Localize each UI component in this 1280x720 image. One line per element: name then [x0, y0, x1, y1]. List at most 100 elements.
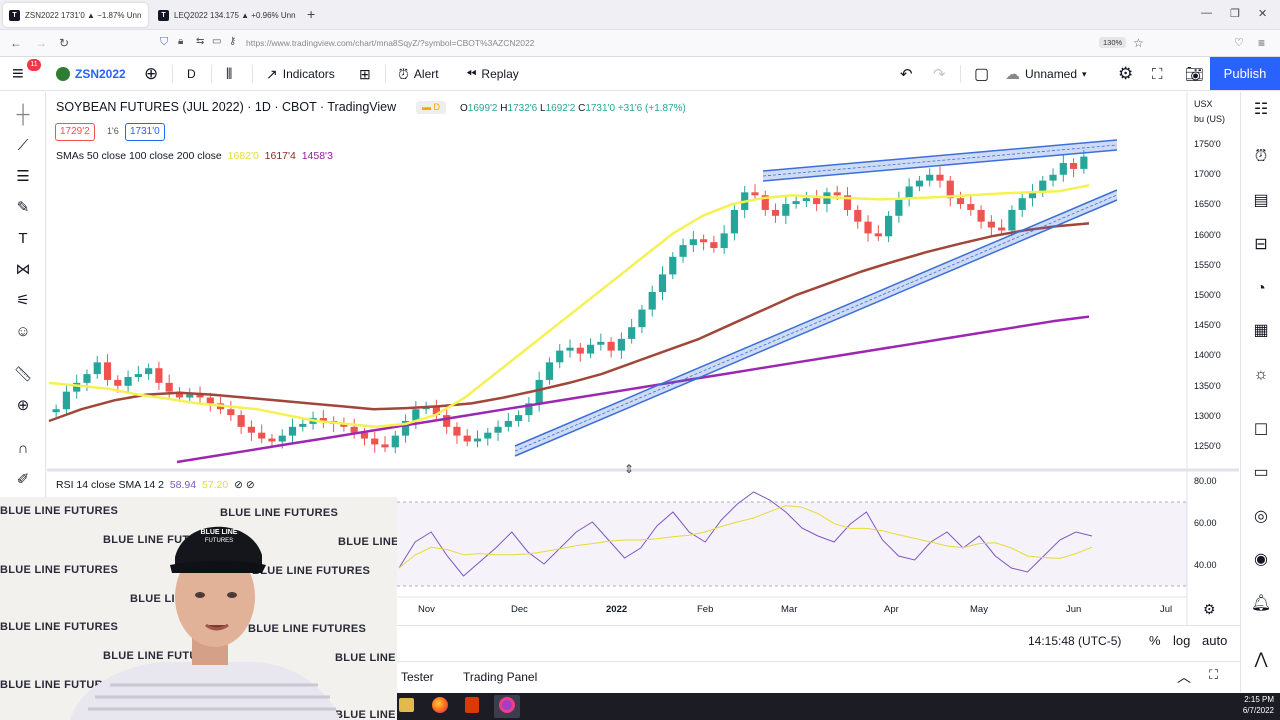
settings-gear-icon[interactable]: ⚙ [1118, 64, 1134, 83]
undo-icon[interactable]: ↶ [900, 66, 913, 83]
unit-label[interactable]: bu (US) [1194, 114, 1226, 124]
ask-price-button[interactable]: 1731'0 [125, 123, 165, 141]
pocket-icon[interactable]: ♡ [1234, 37, 1244, 49]
lock-icon[interactable]: 🔒︎ [178, 36, 184, 47]
hide-icon[interactable]: ⊘ [234, 479, 243, 491]
alerts-clock-icon[interactable]: ⏰︎ [1254, 148, 1268, 165]
collapse-panel-chevron-icon[interactable]: ︿ [1177, 669, 1191, 685]
taskbar-clock-time[interactable]: 2:15 PM [1244, 695, 1274, 704]
sma100-value: 1617'4 [264, 150, 296, 162]
browser-menu-icon[interactable]: ≡ [1258, 36, 1266, 50]
candle-body [432, 406, 440, 416]
log-scale-toggle[interactable]: log [1173, 633, 1191, 648]
currency-label[interactable]: USX [1194, 99, 1213, 109]
forward-arrow-icon[interactable]: → [35, 36, 47, 50]
bookmark-star-icon[interactable]: ☆ [1133, 36, 1144, 50]
auto-scale-toggle[interactable]: auto [1202, 633, 1228, 648]
maximize-panel-icon[interactable]: ⛶ [1209, 667, 1219, 682]
crosshair-icon[interactable]: ┼ [16, 104, 30, 124]
main-menu-icon[interactable]: ≡ [12, 62, 24, 85]
price-chart[interactable] [47, 92, 1239, 660]
brush-icon[interactable]: ✎ [16, 199, 30, 216]
strategy-tester-tab[interactable]: Tester [401, 670, 434, 684]
messages-icon[interactable]: ▭ [1253, 464, 1269, 481]
date-tick-label: May [970, 604, 988, 615]
layout-select-icon[interactable]: ▢ [974, 66, 990, 83]
hide-icon[interactable]: ⊘ [245, 479, 255, 491]
chart-sparkline-icon[interactable]: ⋀ [1254, 651, 1268, 668]
file-explorer-icon[interactable] [399, 698, 414, 712]
new-tab-plus-icon[interactable]: + [307, 6, 316, 22]
shield-icon[interactable]: ⛉ [160, 36, 169, 48]
rsi-tick-label: 40.00 [1194, 560, 1217, 570]
templates-grid-icon[interactable]: ⊞ [359, 65, 371, 82]
fib-retracement-icon[interactable]: ☰ [16, 168, 30, 185]
candle-body [926, 174, 934, 181]
broadcast-icon[interactable]: ◉ [1254, 551, 1268, 568]
candle-body [52, 409, 60, 413]
indicators-button[interactable]: ↗ Indicators [266, 57, 335, 91]
zoom-in-icon[interactable]: ⊕ [16, 397, 30, 414]
economic-calendar-icon[interactable]: ▦ [1253, 322, 1269, 339]
chart-top-toolbar: ≡ ZSN2022 ⊕ D ⫴ ↗ Indicators ⊞ ⏰︎ Alert … [0, 57, 1280, 91]
data-window-icon[interactable]: ▤ [1253, 192, 1269, 209]
clock-timezone[interactable]: 14:15:48 (UTC-5) [1028, 634, 1122, 648]
compare-add-icon[interactable]: ⊕ [144, 64, 159, 83]
candle-body [155, 368, 163, 383]
fullscreen-icon[interactable]: ⛶ [1152, 65, 1163, 83]
chats-icon[interactable]: ☐ [1253, 422, 1269, 439]
taskbar-clock-date[interactable]: 6/7/2022 [1242, 706, 1274, 715]
percent-scale-toggle[interactable]: % [1149, 633, 1161, 648]
pattern-icon[interactable]: ⋈ [15, 261, 31, 278]
browser-tab-zsn2022[interactable]: T ZSN2022 1731'0 ▲ −1.87% Unn ✕ [3, 3, 148, 27]
snapshot-camera-icon[interactable]: 📷︎ [1185, 66, 1205, 83]
close-tab-icon[interactable]: ✕ [146, 9, 148, 22]
browser-tab-leq2022[interactable]: T LEQ2022 134.175 ▲ +0.96% Unn ✕ [152, 3, 297, 27]
watermark-text: BLUE LINE FUTURES [338, 536, 397, 548]
permissions-icon[interactable]: ⇆ [196, 36, 205, 47]
streams-icon[interactable]: ◎ [1254, 508, 1268, 525]
prediction-icon[interactable]: ⚟ [16, 292, 30, 309]
chart-type-candles-icon[interactable]: ⫴ [226, 65, 233, 83]
trading-panel-tab[interactable]: Trading Panel [463, 670, 538, 684]
notifications-bell-icon[interactable]: 🔔︎ [1250, 595, 1272, 612]
page-info-icon[interactable]: ▭ [212, 36, 222, 47]
axis-settings-gear-icon[interactable]: ⚙ [1203, 601, 1216, 617]
replay-button[interactable]: ⏪︎ Replay [466, 57, 519, 91]
streaming-app-icon[interactable] [499, 697, 515, 713]
candle-body [1059, 163, 1067, 175]
reload-icon[interactable]: ↻ [59, 36, 70, 50]
symbol-search-button[interactable]: ZSN2022 [56, 57, 126, 91]
magnet-icon[interactable]: ∩ [17, 440, 29, 457]
trend-line-icon[interactable]: ⟋ [17, 137, 29, 154]
restore-window-icon[interactable]: ❐ [1230, 8, 1240, 20]
key-icon[interactable]: ⚷ [229, 36, 237, 47]
zoom-level-badge[interactable]: 130% [1099, 37, 1127, 48]
publish-button[interactable]: Publish [1210, 57, 1280, 90]
ideas-lightbulb-icon[interactable]: ☼ [1253, 366, 1269, 383]
lock-drawings-icon[interactable]: ✐ [16, 471, 30, 488]
firefox-icon[interactable] [432, 697, 448, 713]
alert-button[interactable]: ⏰︎ Alert [398, 57, 439, 91]
rsi-band [397, 502, 1187, 586]
close-window-icon[interactable]: ✕ [1258, 8, 1268, 20]
watchlist-icon[interactable]: ☷ [1253, 101, 1269, 118]
rsi-tick-label: 60.00 [1194, 518, 1217, 528]
layout-name-dropdown[interactable]: ☁︎ Unnamed ▾ [1005, 57, 1087, 91]
office-icon[interactable] [465, 697, 479, 713]
pane-resize-handle-icon[interactable]: ⇕ [624, 462, 635, 476]
sma50-value: 1682'0 [227, 150, 259, 162]
hotlist-icon[interactable]: ⊟ [1254, 236, 1268, 253]
url-input[interactable]: https://www.tradingview.com/chart/mna8Sq… [246, 38, 535, 48]
redo-icon[interactable]: ↷ [933, 66, 946, 83]
bid-price-button[interactable]: 1729'2 [55, 123, 95, 141]
emoji-icon[interactable]: ☺ [15, 323, 31, 340]
calendar-icon[interactable]: ◔ [1256, 280, 1266, 297]
minimize-window-icon[interactable]: — [1201, 7, 1212, 19]
interval-button[interactable]: D [187, 57, 196, 91]
ruler-icon[interactable]: 📏︎ [13, 366, 33, 383]
sma200-value: 1458'3 [301, 150, 333, 162]
text-tool-icon[interactable]: T [18, 230, 28, 247]
back-arrow-icon[interactable]: ← [10, 36, 22, 50]
candle-body [915, 180, 924, 187]
